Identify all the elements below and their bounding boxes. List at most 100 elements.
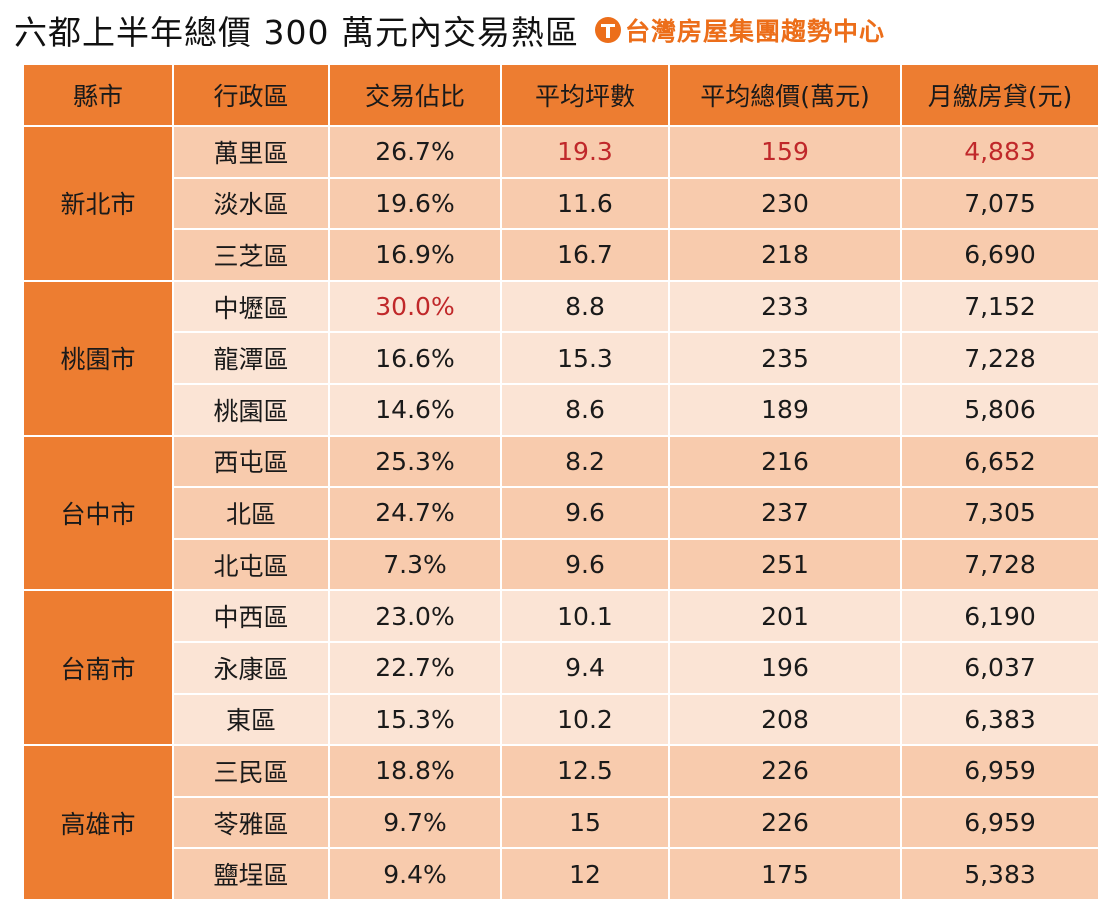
table-row: 北屯區 7.3% 9.6 251 7,728 <box>23 537 1100 592</box>
table-row: 台南市 中西區 23.0% 10.1 201 6,190 <box>22 589 1100 747</box>
header-mortgage: 月繳房貸(元) <box>900 63 1100 127</box>
area-cell: 12 <box>500 847 670 901</box>
area-cell: 15.3 <box>500 331 670 385</box>
mortgage-cell: 6,959 <box>900 795 1100 850</box>
mortgage-cell: 7,152 <box>900 279 1100 334</box>
logo-icon <box>594 17 621 43</box>
district-cell: 西屯區 <box>172 434 330 489</box>
district-cell: 永康區 <box>172 640 330 695</box>
mortgage-cell: 4,883 <box>900 125 1100 179</box>
price-cell: 216 <box>668 434 902 489</box>
price-cell: 159 <box>668 125 902 179</box>
share-cell: 26.7% <box>328 125 502 179</box>
title-bar: 六都上半年總價 300 萬元內交易熱區 台灣房屋集團趨勢中心 <box>14 4 1114 56</box>
table-row: 龍潭區 16.6% 15.3 235 7,228 <box>23 331 1100 385</box>
share-cell: 24.7% <box>328 486 502 540</box>
district-cell: 中壢區 <box>172 279 330 334</box>
logo: 台灣房屋集團趨勢中心 <box>594 12 885 48</box>
area-cell: 8.2 <box>500 434 670 489</box>
table-row: 高雄市 三民區 18.8% 12.5 226 6,959 <box>22 744 1100 901</box>
mortgage-cell: 6,959 <box>900 744 1100 798</box>
header-share: 交易佔比 <box>328 63 502 127</box>
page-title: 六都上半年總價 300 萬元內交易熱區 <box>14 13 579 52</box>
price-cell: 201 <box>668 589 902 643</box>
share-cell: 23.0% <box>328 589 502 643</box>
mortgage-cell: 5,806 <box>900 382 1100 437</box>
mortgage-cell: 6,383 <box>900 692 1100 747</box>
price-cell: 251 <box>668 537 902 592</box>
district-cell: 北區 <box>172 486 330 540</box>
area-cell: 10.1 <box>500 589 670 643</box>
share-cell: 16.9% <box>328 228 502 282</box>
header-price: 平均總價(萬元) <box>668 63 902 127</box>
price-cell: 235 <box>668 331 902 385</box>
area-cell: 16.7 <box>500 228 670 282</box>
mortgage-cell: 7,305 <box>900 486 1100 540</box>
district-cell: 桃園區 <box>172 382 330 437</box>
share-cell: 9.7% <box>328 795 502 850</box>
hot-zones-table: 縣市 行政區 交易佔比 平均坪數 平均總價(萬元) 月繳房貸(元) 新北市 萬里區… <box>22 63 1100 901</box>
header-area: 平均坪數 <box>500 63 670 127</box>
table-row: 鹽埕區 9.4% 12 175 5,383 <box>23 847 1100 901</box>
district-cell: 三芝區 <box>172 228 330 282</box>
price-cell: 208 <box>668 692 902 747</box>
city-cell: 台中市 <box>22 434 174 592</box>
district-cell: 萬里區 <box>172 125 330 179</box>
city-cell: 台南市 <box>22 589 174 747</box>
price-cell: 233 <box>668 279 902 334</box>
district-cell: 苓雅區 <box>172 795 330 850</box>
district-cell: 龍潭區 <box>172 331 330 385</box>
price-cell: 196 <box>668 640 902 695</box>
city-cell: 新北市 <box>22 125 174 282</box>
header-row: 縣市 行政區 交易佔比 平均坪數 平均總價(萬元) 月繳房貸(元) <box>22 63 1100 127</box>
table-row: 桃園區 14.6% 8.6 189 5,806 <box>23 382 1100 437</box>
district-cell: 中西區 <box>172 589 330 643</box>
area-cell: 10.2 <box>500 692 670 747</box>
mortgage-cell: 6,037 <box>900 640 1100 695</box>
district-cell: 北屯區 <box>172 537 330 592</box>
mortgage-cell: 6,652 <box>900 434 1100 489</box>
area-cell: 8.8 <box>500 279 670 334</box>
district-cell: 淡水區 <box>172 176 330 231</box>
area-cell: 9.4 <box>500 640 670 695</box>
area-cell: 12.5 <box>500 744 670 798</box>
mortgage-cell: 7,075 <box>900 176 1100 231</box>
area-cell: 15 <box>500 795 670 850</box>
price-cell: 175 <box>668 847 902 901</box>
share-cell: 14.6% <box>328 382 502 437</box>
area-cell: 8.6 <box>500 382 670 437</box>
district-cell: 鹽埕區 <box>172 847 330 901</box>
area-cell: 11.6 <box>500 176 670 231</box>
price-cell: 226 <box>668 795 902 850</box>
share-cell: 9.4% <box>328 847 502 901</box>
table-row: 東區 15.3% 10.2 208 6,383 <box>23 692 1100 747</box>
share-cell: 15.3% <box>328 692 502 747</box>
price-cell: 237 <box>668 486 902 540</box>
area-cell: 9.6 <box>500 486 670 540</box>
city-cell: 桃園市 <box>22 279 174 437</box>
price-cell: 230 <box>668 176 902 231</box>
district-cell: 東區 <box>172 692 330 747</box>
mortgage-cell: 5,383 <box>900 847 1100 901</box>
table-row: 北區 24.7% 9.6 237 7,305 <box>23 486 1100 540</box>
mortgage-cell: 6,190 <box>900 589 1100 643</box>
area-cell: 9.6 <box>500 537 670 592</box>
district-cell: 三民區 <box>172 744 330 798</box>
share-cell: 22.7% <box>328 640 502 695</box>
price-cell: 189 <box>668 382 902 437</box>
mortgage-cell: 6,690 <box>900 228 1100 282</box>
area-cell: 19.3 <box>500 125 670 179</box>
header-district: 行政區 <box>172 63 330 127</box>
share-cell: 30.0% <box>328 279 502 334</box>
mortgage-cell: 7,728 <box>900 537 1100 592</box>
city-cell: 高雄市 <box>22 744 174 901</box>
table-row: 永康區 22.7% 9.4 196 6,037 <box>23 640 1100 695</box>
table-row: 桃園市 中壢區 30.0% 8.8 233 7,152 <box>22 279 1100 437</box>
share-cell: 18.8% <box>328 744 502 798</box>
header-city: 縣市 <box>22 63 174 127</box>
table-row: 三芝區 16.9% 16.7 218 6,690 <box>23 228 1100 282</box>
price-cell: 218 <box>668 228 902 282</box>
logo-text: 台灣房屋集團趨勢中心 <box>624 17 885 46</box>
mortgage-cell: 7,228 <box>900 331 1100 385</box>
table-row: 新北市 萬里區 26.7% 19.3 159 4,883 <box>22 125 1100 282</box>
